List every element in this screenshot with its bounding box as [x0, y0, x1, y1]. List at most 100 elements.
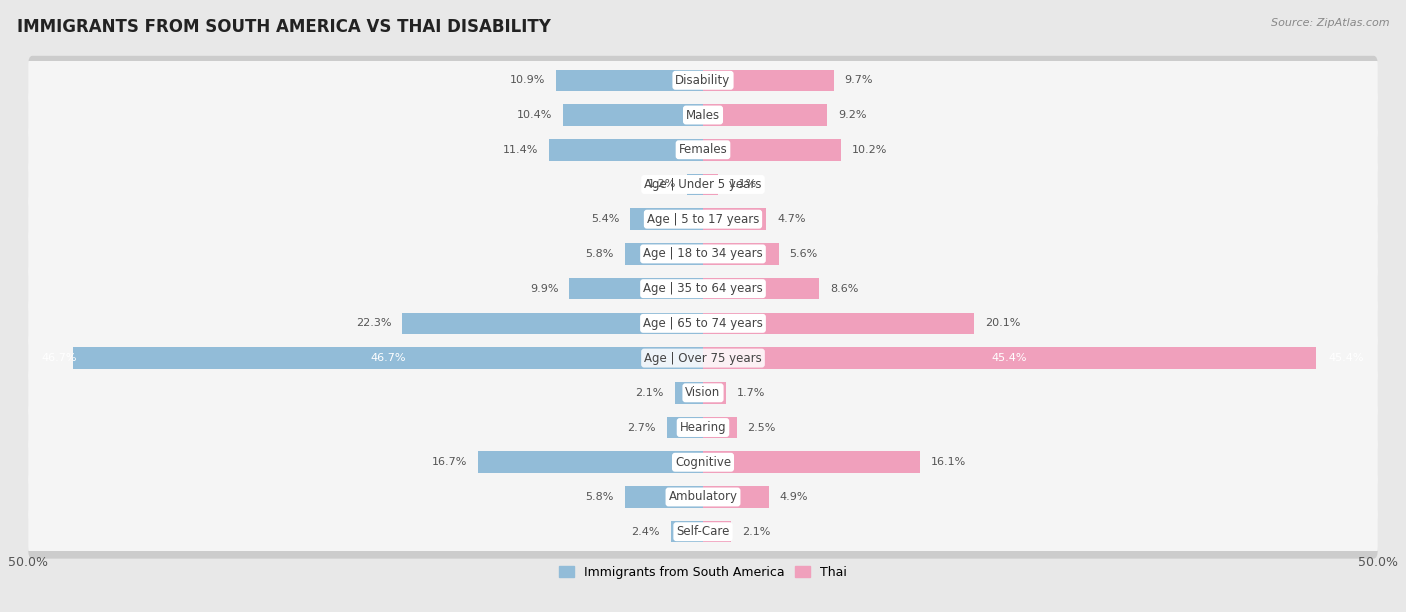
Text: 2.4%: 2.4%: [631, 527, 659, 537]
FancyBboxPatch shape: [28, 160, 1378, 211]
FancyBboxPatch shape: [28, 334, 1378, 385]
Text: Ambulatory: Ambulatory: [668, 490, 738, 504]
Text: 9.7%: 9.7%: [845, 75, 873, 85]
Bar: [703, 452, 921, 473]
FancyBboxPatch shape: [28, 506, 1378, 558]
Bar: [703, 521, 731, 542]
FancyBboxPatch shape: [28, 367, 1378, 419]
Text: 9.9%: 9.9%: [530, 283, 558, 294]
Text: 10.2%: 10.2%: [852, 145, 887, 155]
Text: Age | 18 to 34 years: Age | 18 to 34 years: [643, 247, 763, 261]
Bar: [478, 452, 703, 473]
Bar: [703, 417, 737, 438]
Bar: [562, 104, 703, 126]
Bar: [703, 209, 766, 230]
Text: IMMIGRANTS FROM SOUTH AMERICA VS THAI DISABILITY: IMMIGRANTS FROM SOUTH AMERICA VS THAI DI…: [17, 18, 551, 36]
Bar: [630, 209, 703, 230]
FancyBboxPatch shape: [28, 195, 1378, 246]
FancyBboxPatch shape: [28, 299, 1378, 350]
Bar: [703, 243, 779, 264]
Text: 5.8%: 5.8%: [585, 249, 614, 259]
Bar: [703, 174, 718, 195]
Text: 16.7%: 16.7%: [432, 457, 467, 467]
Text: Age | Over 75 years: Age | Over 75 years: [644, 351, 762, 365]
FancyBboxPatch shape: [28, 264, 1378, 316]
FancyBboxPatch shape: [28, 332, 1378, 384]
Bar: [569, 278, 703, 299]
Bar: [666, 417, 703, 438]
Text: 2.7%: 2.7%: [627, 422, 655, 433]
Text: 2.5%: 2.5%: [748, 422, 776, 433]
Bar: [703, 486, 769, 508]
FancyBboxPatch shape: [28, 472, 1378, 524]
FancyBboxPatch shape: [28, 228, 1378, 280]
Text: 5.8%: 5.8%: [585, 492, 614, 502]
Legend: Immigrants from South America, Thai: Immigrants from South America, Thai: [554, 561, 852, 584]
Text: 1.2%: 1.2%: [648, 179, 676, 190]
FancyBboxPatch shape: [28, 125, 1378, 177]
Text: Females: Females: [679, 143, 727, 156]
FancyBboxPatch shape: [28, 368, 1378, 420]
Text: 46.7%: 46.7%: [370, 353, 405, 363]
Text: 11.4%: 11.4%: [503, 145, 538, 155]
FancyBboxPatch shape: [28, 230, 1378, 281]
Text: 10.4%: 10.4%: [516, 110, 551, 120]
FancyBboxPatch shape: [28, 124, 1378, 176]
Text: 45.4%: 45.4%: [991, 353, 1028, 363]
Text: 8.6%: 8.6%: [830, 283, 858, 294]
Text: 5.4%: 5.4%: [591, 214, 619, 224]
FancyBboxPatch shape: [28, 402, 1378, 453]
Bar: [555, 70, 703, 91]
Bar: [675, 382, 703, 403]
Bar: [703, 70, 834, 91]
Bar: [73, 348, 703, 369]
FancyBboxPatch shape: [28, 507, 1378, 559]
FancyBboxPatch shape: [28, 91, 1378, 142]
Text: 10.9%: 10.9%: [510, 75, 546, 85]
Text: 1.7%: 1.7%: [737, 388, 765, 398]
Text: 9.2%: 9.2%: [838, 110, 866, 120]
FancyBboxPatch shape: [28, 54, 1378, 106]
Text: 4.9%: 4.9%: [780, 492, 808, 502]
Text: 22.3%: 22.3%: [356, 318, 391, 329]
FancyBboxPatch shape: [28, 56, 1378, 107]
Bar: [703, 348, 1316, 369]
Text: Hearing: Hearing: [679, 421, 727, 434]
Bar: [703, 313, 974, 334]
Text: Vision: Vision: [685, 386, 721, 399]
Bar: [671, 521, 703, 542]
FancyBboxPatch shape: [28, 89, 1378, 141]
Bar: [624, 486, 703, 508]
Text: Age | 65 to 74 years: Age | 65 to 74 years: [643, 317, 763, 330]
FancyBboxPatch shape: [28, 436, 1378, 488]
Text: 4.7%: 4.7%: [778, 214, 806, 224]
FancyBboxPatch shape: [28, 263, 1378, 315]
FancyBboxPatch shape: [28, 297, 1378, 349]
Text: 45.4%: 45.4%: [1329, 353, 1364, 363]
Text: Males: Males: [686, 108, 720, 122]
Bar: [624, 243, 703, 264]
Bar: [402, 313, 703, 334]
FancyBboxPatch shape: [28, 471, 1378, 523]
Bar: [550, 139, 703, 160]
Text: 1.1%: 1.1%: [728, 179, 756, 190]
Bar: [703, 278, 820, 299]
Text: 2.1%: 2.1%: [636, 388, 664, 398]
Text: Self-Care: Self-Care: [676, 525, 730, 538]
Text: 5.6%: 5.6%: [789, 249, 818, 259]
Text: 16.1%: 16.1%: [931, 457, 966, 467]
Bar: [703, 104, 827, 126]
Text: 46.7%: 46.7%: [42, 353, 77, 363]
FancyBboxPatch shape: [28, 193, 1378, 245]
FancyBboxPatch shape: [28, 159, 1378, 210]
Bar: [703, 139, 841, 160]
Text: 2.1%: 2.1%: [742, 527, 770, 537]
FancyBboxPatch shape: [28, 438, 1378, 489]
Bar: [703, 382, 725, 403]
Text: Source: ZipAtlas.com: Source: ZipAtlas.com: [1271, 18, 1389, 28]
Text: Age | 5 to 17 years: Age | 5 to 17 years: [647, 213, 759, 226]
Bar: [686, 174, 703, 195]
Text: Disability: Disability: [675, 74, 731, 87]
Text: Age | 35 to 64 years: Age | 35 to 64 years: [643, 282, 763, 295]
Text: Cognitive: Cognitive: [675, 456, 731, 469]
